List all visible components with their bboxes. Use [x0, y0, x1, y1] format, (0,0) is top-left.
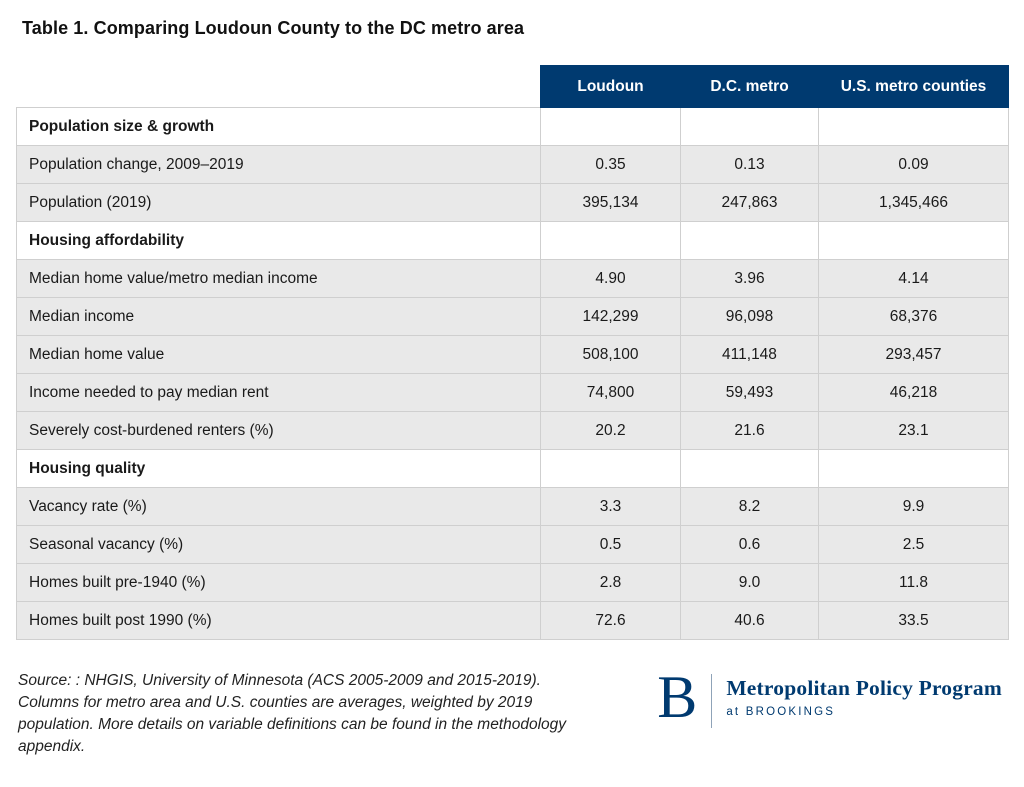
row-label: Severely cost-burdened renters (%) — [16, 411, 541, 450]
cell-value — [540, 221, 681, 260]
table-row: Severely cost-burdened renters (%) 20.2 21… — [16, 411, 1009, 450]
row-label: Median home value — [16, 335, 541, 374]
cell-value: 20.2 — [540, 411, 681, 450]
row-label: Population change, 2009–2019 — [16, 145, 541, 184]
table-row: Income needed to pay median rent 74,800 59… — [16, 373, 1009, 412]
cell-value — [818, 449, 1009, 488]
header-row: Loudoun D.C. metro U.S. metro counties — [16, 65, 1009, 108]
cell-value: 395,134 — [540, 183, 681, 222]
cell-value: 68,376 — [818, 297, 1009, 336]
table-row: Population change, 2009–2019 0.35 0.13 0.09 — [16, 145, 1009, 184]
table-row: Median income 142,299 96,098 68,376 — [16, 297, 1009, 336]
cell-value: 72.6 — [540, 601, 681, 640]
logo-program-name: Metropolitan Policy Program — [726, 676, 1002, 700]
table-header: Loudoun D.C. metro U.S. metro counties — [16, 65, 1009, 108]
logo-divider — [711, 674, 713, 728]
cell-value: 46,218 — [818, 373, 1009, 412]
logo-text: Metropolitan Policy Program at BROOKINGS — [726, 672, 1002, 718]
cell-value: 142,299 — [540, 297, 681, 336]
cell-value: 21.6 — [680, 411, 819, 450]
source-note: Source: : NHGIS, University of Minnesota… — [18, 672, 567, 755]
cell-value: 0.09 — [818, 145, 1009, 184]
table-row: Homes built pre-1940 (%) 2.8 9.0 11.8 — [16, 563, 1009, 602]
section-row: Population size & growth — [16, 107, 1009, 146]
row-label: Housing affordability — [16, 221, 541, 260]
cell-value: 0.5 — [540, 525, 681, 564]
row-label: Population (2019) — [16, 183, 541, 222]
cell-value — [540, 107, 681, 146]
row-label: Housing quality — [16, 449, 541, 488]
cell-value: 3.3 — [540, 487, 681, 526]
cell-value: 4.90 — [540, 259, 681, 298]
cell-value — [680, 107, 819, 146]
section-row: Housing affordability — [16, 221, 1009, 260]
cell-value: 411,148 — [680, 335, 819, 374]
page: Table 1. Comparing Loudoun County to the… — [16, 18, 1009, 758]
cell-value — [818, 221, 1009, 260]
row-label: Median income — [16, 297, 541, 336]
cell-value: 40.6 — [680, 601, 819, 640]
cell-value: 508,100 — [540, 335, 681, 374]
cell-value: 59,493 — [680, 373, 819, 412]
table-row: Homes built post 1990 (%) 72.6 40.6 33.5 — [16, 601, 1009, 640]
column-header: D.C. metro — [680, 65, 819, 108]
table-row: Seasonal vacancy (%) 0.5 0.6 2.5 — [16, 525, 1009, 564]
cell-value: 2.8 — [540, 563, 681, 602]
column-header: U.S. metro counties — [818, 65, 1009, 108]
cell-value: 9.0 — [680, 563, 819, 602]
cell-value: 9.9 — [818, 487, 1009, 526]
cell-value: 0.13 — [680, 145, 819, 184]
header-corner-cell — [16, 65, 541, 108]
row-label: Homes built post 1990 (%) — [16, 601, 541, 640]
section-row: Housing quality — [16, 449, 1009, 488]
page-title: Table 1. Comparing Loudoun County to the… — [22, 18, 525, 38]
logo-subtitle: at BROOKINGS — [726, 706, 836, 718]
brookings-logo: B Metropolitan Policy Program at BROOKIN… — [657, 664, 1002, 730]
footer: Source: : NHGIS, University of Minnesota… — [16, 664, 1008, 758]
row-label: Income needed to pay median rent — [16, 373, 541, 412]
cell-value: 3.96 — [680, 259, 819, 298]
cell-value: 96,098 — [680, 297, 819, 336]
cell-value — [818, 107, 1009, 146]
table-row: Median home value/metro median income 4.9… — [16, 259, 1009, 298]
row-label: Vacancy rate (%) — [16, 487, 541, 526]
cell-value — [680, 221, 819, 260]
cell-value — [680, 449, 819, 488]
cell-value: 4.14 — [818, 259, 1009, 298]
cell-value: 23.1 — [818, 411, 1009, 450]
column-header: Loudoun — [540, 65, 681, 108]
comparison-table: Loudoun D.C. metro U.S. metro counties Pop… — [16, 65, 1009, 640]
row-label: Population size & growth — [16, 107, 541, 146]
cell-value: 0.35 — [540, 145, 681, 184]
cell-value: 8.2 — [680, 487, 819, 526]
table-row: Median home value 508,100 411,148 293,457 — [16, 335, 1009, 374]
cell-value: 247,863 — [680, 183, 819, 222]
cell-value: 1,345,466 — [818, 183, 1009, 222]
cell-value: 11.8 — [818, 563, 1009, 602]
table-row: Population (2019) 395,134 247,863 1,345,466 — [16, 183, 1009, 222]
cell-value: 74,800 — [540, 373, 681, 412]
brookings-b-icon: B — [657, 664, 698, 730]
cell-value: 293,457 — [818, 335, 1009, 374]
row-label: Seasonal vacancy (%) — [16, 525, 541, 564]
table-body: Population size & growth Population chang… — [16, 107, 1009, 640]
cell-value: 0.6 — [680, 525, 819, 564]
cell-value: 33.5 — [818, 601, 1009, 640]
cell-value — [540, 449, 681, 488]
cell-value: 2.5 — [818, 525, 1009, 564]
table-row: Vacancy rate (%) 3.3 8.2 9.9 — [16, 487, 1009, 526]
row-label: Median home value/metro median income — [16, 259, 541, 298]
row-label: Homes built pre-1940 (%) — [16, 563, 541, 602]
